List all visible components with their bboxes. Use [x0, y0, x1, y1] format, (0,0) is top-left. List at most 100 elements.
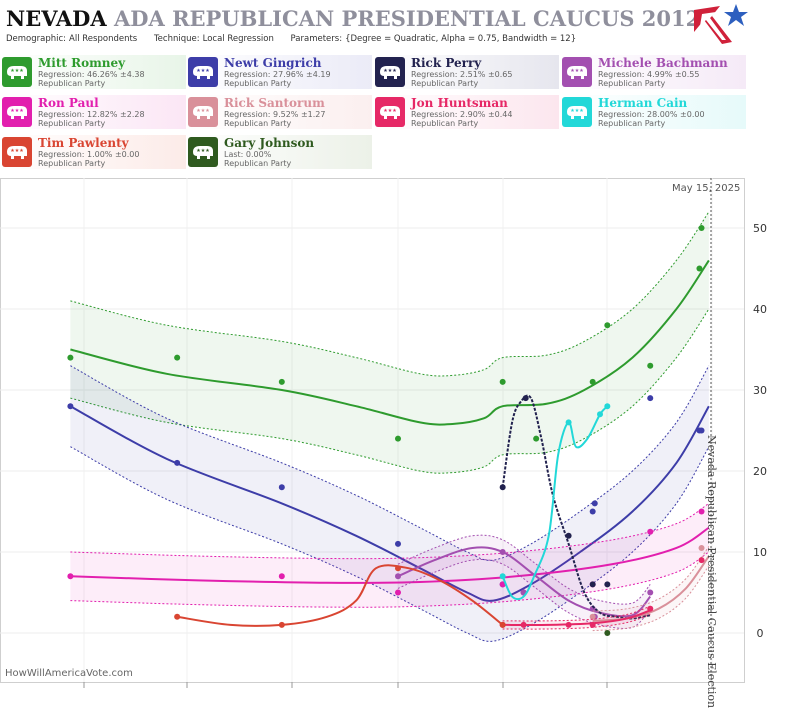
poll-point	[604, 403, 611, 410]
poll-point	[565, 532, 572, 539]
candidate-card[interactable]: ★★★ Ron Paul Regression: 12.82% ±2.28 Repub…	[0, 95, 186, 129]
candidate-card[interactable]: ★★★ Rick Perry Regression: 2.51% ±0.65 Repu…	[373, 55, 559, 89]
poll-point	[278, 573, 285, 580]
technique-label: Technique:	[153, 34, 200, 44]
candidate-name: Newt Gingrich	[224, 56, 322, 70]
poll-point	[604, 581, 611, 588]
demographic-value: All Respondents	[69, 34, 138, 44]
svg-text:★★★: ★★★	[383, 108, 397, 114]
poll-point	[604, 322, 611, 329]
parameters-label: Parameters:	[290, 34, 343, 44]
candidate-card[interactable]: ★★★ Gary Johnson Last: 0.00% Republican Par…	[186, 135, 372, 169]
candidate-name: Rick Santorum	[224, 96, 325, 110]
candidate-card[interactable]: ★★★ Michele Bachmann Regression: 4.99% ±0.…	[560, 55, 746, 89]
svg-text:★★★: ★★★	[10, 108, 24, 114]
trend-line	[501, 394, 651, 620]
candidate-card[interactable]: ★★★ Herman Cain Regression: 28.00% ±0.00 Re…	[560, 95, 746, 129]
elephant-icon: ★★★	[375, 57, 405, 87]
x-tick-label: Oct 27, 2011	[571, 687, 643, 688]
trend-line	[70, 526, 710, 584]
candidate-party: Republican Party	[224, 119, 292, 128]
candidate-stat: Regression: 4.99% ±0.55	[598, 70, 700, 79]
poll-point	[647, 362, 654, 369]
candidate-name: Gary Johnson	[224, 136, 315, 150]
band-upper	[592, 546, 710, 612]
band-lower	[70, 551, 710, 608]
poll-point	[604, 630, 611, 636]
candidate-stat: Last: 0.00%	[224, 150, 272, 159]
x-tick-label: Apr 10, 2011	[362, 687, 434, 688]
candidate-party: Republican Party	[598, 119, 666, 128]
candidate-stat: Regression: 46.26% ±4.38	[38, 70, 145, 79]
site-logo[interactable]	[690, 2, 750, 48]
poll-point	[565, 419, 572, 426]
candidate-party: Republican Party	[38, 79, 106, 88]
poll-point	[174, 613, 181, 620]
candidate-name: Herman Cain	[598, 96, 688, 110]
band-upper	[502, 605, 651, 622]
band-lower	[70, 446, 710, 642]
elephant-icon: ★★★	[375, 97, 405, 127]
candidate-card[interactable]: ★★★ Newt Gingrich Regression: 27.96% ±4.19…	[186, 55, 372, 89]
band-lower	[397, 558, 651, 629]
poll-point	[395, 435, 401, 442]
poll-point	[647, 605, 654, 612]
candidate-party: Republican Party	[38, 119, 106, 128]
svg-text:★★★: ★★★	[10, 148, 24, 154]
candidate-stat: Regression: 28.00% ±0.00	[598, 110, 705, 119]
poll-point	[698, 225, 705, 231]
confidence-band	[502, 606, 651, 630]
candidate-card[interactable]: ★★★ Rick Santorum Regression: 9.52% ±1.27 R…	[186, 95, 372, 129]
candidate-card[interactable]: ★★★ Tim Pawlenty Regression: 1.00% ±0.00 Re…	[0, 135, 186, 169]
poll-point	[698, 427, 705, 434]
svg-text:★★★: ★★★	[570, 108, 584, 114]
poll-point	[499, 621, 506, 628]
band-lower	[502, 613, 651, 630]
poll-point	[395, 589, 401, 596]
band-upper	[397, 534, 651, 605]
poll-point	[278, 484, 285, 491]
candidate-stat: Regression: 1.00% ±0.00	[38, 150, 140, 159]
poll-point	[67, 354, 74, 361]
poll-point	[589, 613, 596, 620]
poll-point	[589, 378, 596, 385]
poll-point	[67, 403, 74, 410]
elephant-icon: ★★★	[2, 57, 32, 87]
candidate-stat: Regression: 9.52% ±1.27	[224, 110, 326, 119]
poll-point	[698, 544, 705, 551]
candidate-stat: Regression: 2.51% ±0.65	[411, 70, 513, 79]
confidence-band	[398, 535, 651, 629]
poll-point	[174, 459, 181, 466]
trend-line	[70, 259, 710, 426]
elephant-icon: ★★★	[188, 57, 218, 87]
candidate-card[interactable]: ★★★ Jon Huntsman Regression: 2.90% ±0.44 Re…	[373, 95, 559, 129]
poll-point	[499, 573, 506, 580]
poll-point	[499, 581, 506, 588]
poll-point	[647, 528, 654, 535]
candidate-stat: Regression: 27.96% ±4.19	[224, 70, 331, 79]
x-tick-label: Feb 4, 2012	[680, 687, 745, 688]
candidate-stat: Regression: 2.90% ±0.44	[411, 110, 513, 119]
poll-point	[499, 549, 506, 555]
candidate-stat: Regression: 12.82% ±2.28	[38, 110, 145, 119]
poll-point	[589, 621, 596, 628]
candidate-name: Rick Perry	[411, 56, 482, 70]
poll-point	[696, 265, 703, 272]
candidate-name: Mitt Romney	[38, 56, 126, 70]
candidate-card[interactable]: ★★★ Mitt Romney Regression: 46.26% ±4.38 Re…	[0, 55, 186, 89]
band-upper	[70, 502, 710, 560]
svg-text:★★★: ★★★	[196, 148, 210, 154]
candidate-party: Republican Party	[598, 79, 666, 88]
trend-line	[69, 405, 710, 602]
event-label-text: Nevada Republican Presidential Caucus El…	[705, 435, 718, 708]
svg-text:★★★: ★★★	[570, 68, 584, 74]
poll-point	[591, 500, 598, 507]
poll-point	[520, 621, 527, 628]
trend-line	[177, 564, 504, 627]
candidate-party: Republican Party	[224, 159, 292, 168]
poll-point	[698, 508, 705, 515]
poll-point	[174, 354, 181, 361]
elephant-icon: ★★★	[2, 97, 32, 127]
elephant-icon: ★★★	[562, 97, 592, 127]
title-state: NEVADA	[6, 6, 107, 31]
